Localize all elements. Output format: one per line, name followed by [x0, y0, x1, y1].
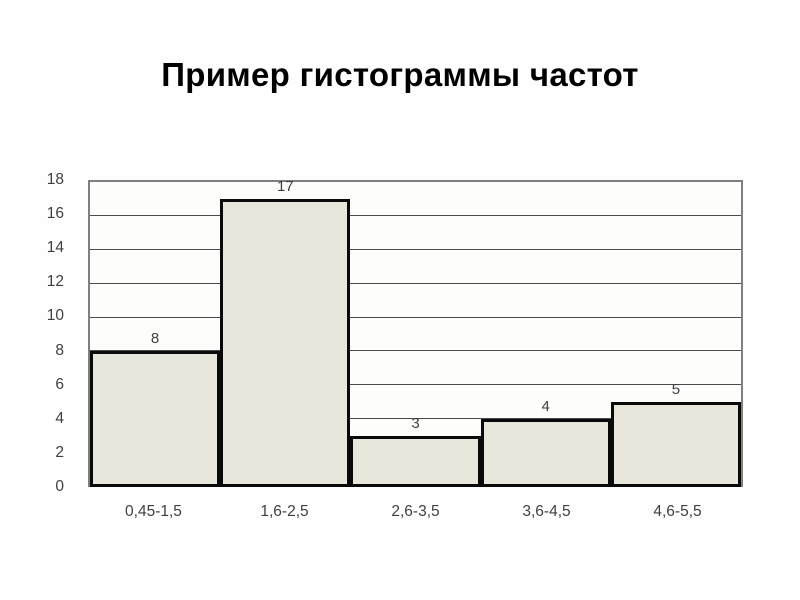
- bar-1,6-2,5: [220, 198, 351, 487]
- x-tick-label: 4,6-5,5: [653, 503, 702, 520]
- bar-value-label: 8: [150, 330, 160, 348]
- y-tick-label: 6: [55, 375, 64, 393]
- y-tick-label: 4: [55, 409, 64, 427]
- y-tick-label: 8: [55, 341, 64, 359]
- bar-value-label: 5: [671, 381, 681, 399]
- gridline-y10: [90, 316, 741, 318]
- bar-value-label: 17: [276, 177, 294, 195]
- gridline-y12: [90, 282, 741, 284]
- y-tick-label: 18: [46, 171, 64, 188]
- plot-area: 8 17 3 4 5: [88, 177, 743, 487]
- x-tick-label: 3,6-4,5: [522, 503, 571, 520]
- y-tick-label: 10: [46, 307, 64, 325]
- y-tick-label: 0: [55, 478, 64, 495]
- x-tick-label: 0,45-1,5: [125, 503, 182, 520]
- bar-4,6-5,5: [610, 402, 741, 487]
- y-tick-label: 16: [46, 205, 64, 223]
- y-tick-label: 14: [46, 239, 64, 257]
- gridline-y8: [90, 350, 741, 352]
- bar-0,45-1,5: [90, 351, 221, 487]
- x-tick-label: 2,6-3,5: [391, 503, 440, 520]
- x-axis: 0,45-1,5 1,6-2,5 2,6-3,5 3,6-4,5 4,6-5,5: [88, 499, 743, 525]
- bar-2,6-3,5: [350, 436, 481, 487]
- bar-value-label: 4: [541, 398, 550, 416]
- gridline-y4: [90, 418, 741, 420]
- gridline-y14: [90, 248, 741, 250]
- y-axis: 0 2 4 6 8 10 12 14 16 18: [0, 171, 64, 495]
- x-tick-label: 1,6-2,5: [260, 503, 309, 520]
- gridline-y6: [90, 384, 741, 386]
- chart-title: Пример гистограммы частот: [161, 56, 639, 93]
- bar-value-label: 3: [411, 415, 420, 433]
- bar-3,6-4,5: [480, 419, 611, 487]
- y-tick-label: 12: [46, 273, 64, 291]
- gridline-y16: [90, 214, 741, 216]
- y-tick-label: 2: [55, 443, 64, 461]
